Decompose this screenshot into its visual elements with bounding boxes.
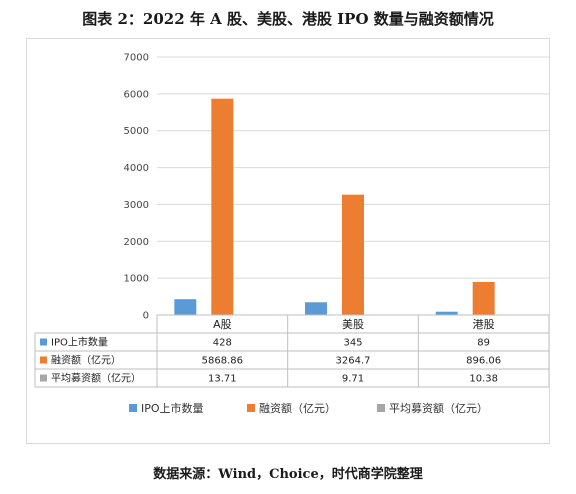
y-tick-label: 7000 [124, 53, 149, 64]
chart-svg: 0 1000 2000 3000 4000 5000 6000 7000 A股 美股 港股 IPO上市… [34, 53, 549, 415]
y-tick-label: 4000 [124, 163, 149, 174]
y-tick-label: 2000 [124, 237, 149, 248]
data-label: 896.06 [466, 356, 501, 367]
legend-label: IPO上市数量 [141, 401, 204, 415]
legend-label: 平均募资额（亿元） [389, 402, 488, 415]
series-key [40, 356, 47, 364]
y-tick-label: 0 [143, 311, 149, 322]
table-row-label: IPO上市数量 [51, 336, 108, 349]
legend-swatch [129, 404, 137, 412]
legend-label: 融资额（亿元） [259, 402, 336, 415]
bar [435, 311, 458, 315]
series-key [40, 374, 47, 382]
table-row-label: 融资额（亿元） [51, 354, 121, 367]
data-label: 89 [477, 338, 490, 349]
bar [342, 194, 364, 315]
y-tick-label: 1000 [124, 274, 149, 285]
chart-frame: 0 1000 2000 3000 4000 5000 6000 7000 A股 美股 港股 IPO上市… [26, 38, 550, 444]
category-label: 港股 [473, 318, 495, 331]
figure-source: 数据来源：Wind，Choice，时代商学院整理 [153, 467, 423, 482]
y-tick-label: 6000 [124, 89, 149, 100]
data-label: 5868.86 [202, 356, 243, 367]
data-label: 3264.7 [336, 356, 371, 367]
bar [211, 98, 234, 316]
y-tick-label: 5000 [124, 126, 149, 137]
category-label: A股 [213, 318, 232, 331]
data-label: 13.71 [208, 374, 237, 385]
data-label: 9.71 [342, 374, 364, 385]
legend-swatch [247, 404, 255, 412]
bar [174, 299, 197, 315]
table-row-label: 平均募资额（亿元） [51, 372, 141, 385]
series-key [40, 338, 47, 346]
legend-swatch [377, 404, 385, 412]
y-tick-label: 3000 [124, 200, 149, 211]
data-label: 428 [213, 338, 232, 349]
figure-title: 图表 2：2022 年 A 股、美股、港股 IPO 数量与融资额情况 [82, 10, 494, 28]
bar [305, 302, 327, 315]
data-label: 345 [343, 338, 362, 349]
category-label: 美股 [342, 318, 364, 331]
bar [472, 281, 495, 315]
data-label: 10.38 [469, 374, 498, 385]
